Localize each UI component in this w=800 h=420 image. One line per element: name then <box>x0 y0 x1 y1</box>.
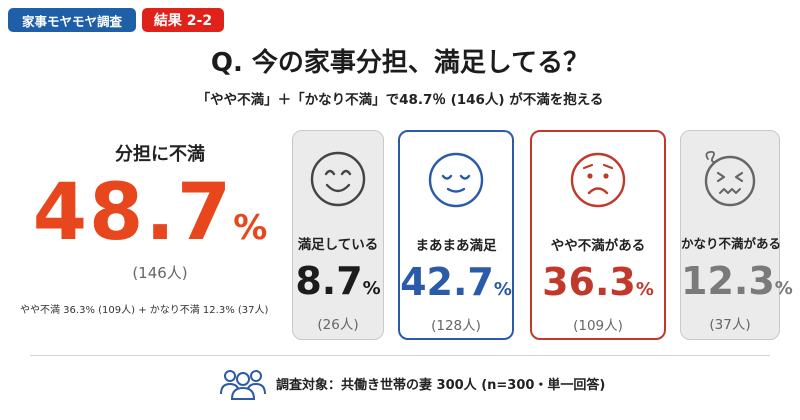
survey-target-text: 調査対象：共働き世帯の妻 300人 (n=300・単一回答) <box>276 378 606 393</box>
card-number: 36.3 <box>542 260 636 304</box>
summary-label: 分担に不満 <box>115 144 205 165</box>
card-label: やや不満がある <box>550 238 646 254</box>
card-label: 満足している <box>297 237 379 253</box>
card-count: (128人) <box>431 318 481 334</box>
card-number: 8.7 <box>295 259 363 303</box>
worried-face-icon <box>570 152 626 208</box>
footer-divider <box>30 355 770 356</box>
content-face-icon <box>428 152 484 208</box>
card-count: (37人) <box>709 317 751 333</box>
question-title: Q. 今の家事分担、満足してる？ <box>210 48 590 78</box>
summary-number: 48.7 <box>32 168 234 258</box>
result-card-somewhat-dissatisfied: やや不満がある 36.3% (109人) <box>530 130 666 340</box>
card-number: 42.7 <box>400 260 494 304</box>
question-subtitle: 「やや不満」＋「かなり不満」で48.7％ (146人) が不満を抱える <box>196 92 604 108</box>
summary-value: 48.7% <box>30 168 270 258</box>
result-card-very-dissatisfied: かなり不満がある 12.3% (37人) <box>680 130 793 340</box>
card-unit: % <box>362 278 381 299</box>
card-number: 12.3 <box>681 259 775 303</box>
card-label: まあまあ満足 <box>415 238 497 254</box>
summary-count: (146人) <box>132 264 188 282</box>
card-count: (26人) <box>317 317 359 333</box>
card-value: 36.3% <box>532 260 664 304</box>
card-value: 8.7% <box>293 259 383 303</box>
result-card-satisfied: 満足している 8.7% (26人) <box>292 130 384 340</box>
card-unit: % <box>774 278 793 299</box>
card-value: 42.7% <box>400 260 512 304</box>
card-unit: % <box>493 279 512 300</box>
card-count: (109人) <box>573 318 623 334</box>
result-number-tag: 結果 2-2 <box>142 8 224 32</box>
summary-unit: % <box>233 208 268 248</box>
result-card-somewhat-satisfied: まあまあ満足 42.7% (128人) <box>398 130 514 340</box>
people-group-icon <box>220 370 266 400</box>
smiling-face-icon <box>310 151 366 207</box>
survey-series-tag: 家事モヤモヤ調査 <box>8 8 136 32</box>
card-value: 12.3% <box>681 259 793 303</box>
card-label: かなり不満がある <box>681 236 782 251</box>
summary-breakdown: やや不満 36.3% (109人) + かなり不満 12.3% (37人) <box>20 305 269 316</box>
card-unit: % <box>635 279 654 300</box>
frustrated-face-icon <box>704 150 756 207</box>
